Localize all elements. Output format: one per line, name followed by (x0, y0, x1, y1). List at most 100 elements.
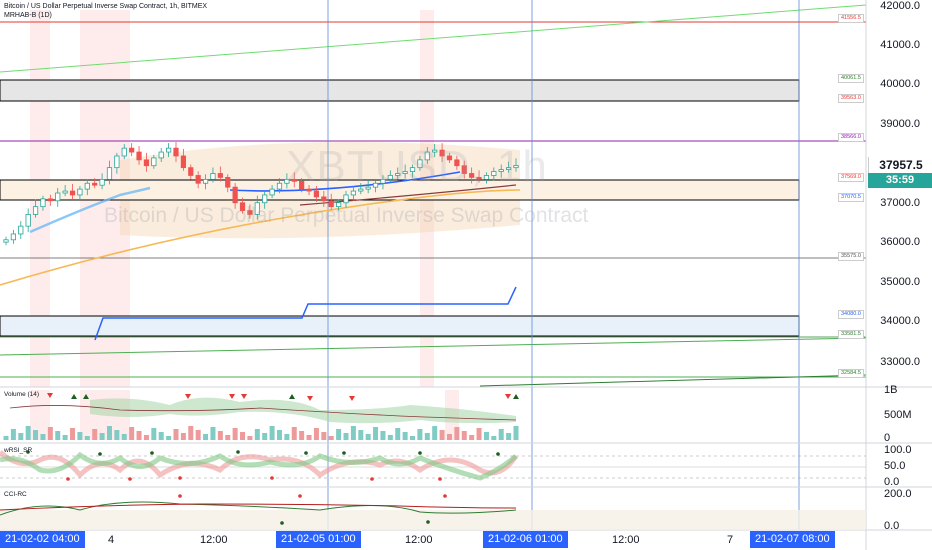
candle-body (55, 192, 61, 202)
signal-markers (26, 393, 519, 525)
volume-bar (439, 430, 445, 440)
time-cursor-mid: 21-02-05 01:00 (276, 531, 361, 548)
candle-body (99, 178, 105, 186)
volume-bar (225, 435, 231, 440)
volume-bar (328, 436, 334, 440)
volume-bar (483, 432, 489, 440)
last-price-tag: 37957.5 (868, 157, 932, 174)
level-label: 41556.5 (838, 14, 864, 23)
volume-bar (203, 434, 209, 440)
time-axis-label: 12:00 (200, 534, 228, 546)
volume-bar (313, 428, 319, 440)
volume-bar (373, 427, 379, 440)
volume-bar (247, 436, 253, 440)
signal-dot (128, 477, 132, 481)
volume-bar (336, 429, 342, 440)
candle-body (409, 167, 416, 172)
volume-bar (321, 432, 327, 440)
candle-body (262, 194, 268, 204)
signal-dot (270, 476, 274, 480)
volume-bar (306, 435, 312, 440)
candle-body (476, 177, 482, 180)
price-axis-label: 36000.0 (880, 236, 920, 248)
volume-bar (395, 428, 401, 440)
candle-body (483, 175, 490, 180)
volume-bar (33, 430, 39, 440)
candle-body (151, 157, 157, 167)
volume-bar (158, 432, 164, 440)
volume-axis-label: 0 (884, 432, 891, 444)
candle-body (299, 180, 305, 190)
candle-body (188, 167, 194, 176)
signal-dot (438, 477, 442, 481)
buy-signal-marker (83, 394, 89, 399)
chart-title: Bitcoin / US Dollar Perpetual Inverse Sw… (4, 3, 208, 10)
level-label: 37070.5 (838, 193, 864, 202)
signal-dot (370, 477, 374, 481)
volume-bar (210, 427, 216, 440)
volume-bar (424, 433, 430, 440)
candle-body (513, 165, 519, 169)
candle-body (432, 149, 438, 153)
wrsi-pane-title: wRSI_SR (4, 447, 33, 454)
volume-bar (106, 426, 112, 440)
sell-signal-marker (505, 394, 511, 399)
candle-body (217, 173, 223, 178)
volume-bar (380, 431, 386, 440)
volume-bar (166, 436, 172, 440)
candle-body (92, 182, 98, 186)
volume-bar (40, 434, 46, 440)
candle-body (291, 178, 297, 182)
bar-countdown: 35:59 (868, 173, 932, 188)
candle-body (25, 214, 31, 227)
price-axis-label: 39000.0 (880, 118, 920, 130)
candle-body (306, 188, 312, 192)
volume-bar (143, 435, 149, 440)
candle-body (84, 182, 90, 190)
volume-bar (513, 426, 519, 440)
volume-bar (121, 434, 127, 440)
volume-bar (461, 431, 467, 440)
buy-signal-marker (71, 394, 77, 399)
volume-bar (217, 431, 223, 440)
candle-body (439, 149, 445, 157)
candle-body (114, 155, 120, 169)
indicator-legend: MRHAB-B (1D) (4, 12, 52, 19)
sell-signal-marker (307, 396, 313, 401)
volume-bar (180, 433, 186, 440)
time-axis-label: 12:00 (612, 534, 640, 546)
volume-bar (417, 429, 423, 440)
signal-dot (426, 520, 430, 524)
candle-body (69, 190, 76, 196)
candle-body (239, 202, 246, 211)
volume-bar (410, 436, 416, 440)
volume-bar (3, 436, 9, 440)
candle-body (454, 159, 460, 167)
candle-body (469, 173, 475, 178)
volume-bar (491, 436, 497, 440)
volume-bar (232, 428, 238, 440)
volume-bar (99, 433, 105, 440)
signal-dot (443, 494, 447, 498)
signal-dot (304, 451, 308, 455)
buy-signal-marker (513, 394, 519, 399)
volume-bar (269, 426, 275, 440)
signal-dot (178, 476, 182, 480)
candle-body (254, 202, 260, 215)
candle-body (461, 165, 467, 174)
volume-pane-title: Volume (14) (4, 391, 40, 398)
volume-bar (343, 433, 349, 440)
time-axis-label: 7 (727, 534, 734, 546)
volume-histogram (3, 426, 519, 440)
wrsi-axis-label: 100.0 (884, 444, 912, 456)
price-axis-label: 37000.0 (880, 197, 920, 209)
candle-body (387, 175, 393, 180)
volume-bar (284, 434, 290, 440)
volume-bar (18, 433, 24, 440)
volume-bar (114, 430, 120, 440)
wrsi-axis-label: 50.0 (884, 460, 906, 472)
candle-body (195, 175, 201, 184)
candle-body (284, 178, 290, 184)
